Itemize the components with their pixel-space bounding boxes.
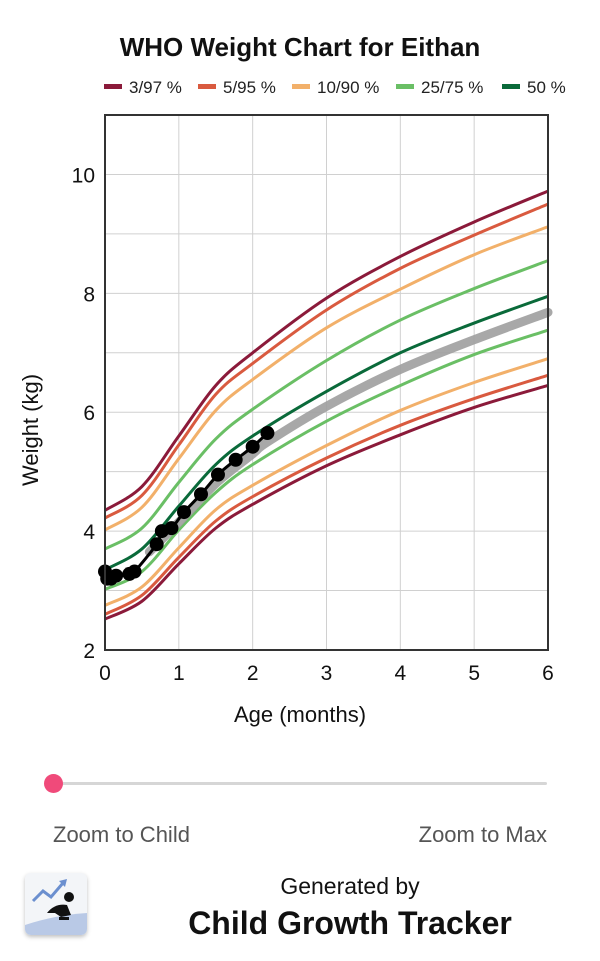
child-weight-point (245, 439, 260, 454)
legend-label-10-90: 10/90 % (317, 78, 379, 97)
x-tick-label: 4 (394, 662, 406, 685)
plot-frame (104, 114, 549, 651)
x-tick-label: 5 (468, 662, 480, 685)
y-tick-label: 8 (83, 283, 95, 306)
legend-label-25-75: 25/75 % (421, 78, 483, 97)
legend-label-3-97: 3/97 % (129, 78, 182, 97)
child-weight-point (193, 487, 208, 502)
child-weight-point (177, 505, 192, 520)
y-axis-label: Weight (kg) (18, 374, 43, 486)
legend-swatch-50 (502, 84, 520, 89)
child-weight-point (260, 426, 275, 441)
zoom-to-child-label[interactable]: Zoom to Child (53, 822, 190, 847)
legend-swatch-10-90 (292, 84, 310, 89)
x-axis-label: Age (months) (234, 702, 366, 727)
y-tick-label: 6 (83, 402, 95, 425)
child-weight-point (164, 521, 179, 536)
weight-chart: WHO Weight Chart for Eithan 3/97 % 5/95 %… (18, 32, 566, 727)
child-weight-point (109, 568, 124, 583)
x-tick-label: 1 (173, 662, 185, 685)
percentile-line-10 (104, 357, 549, 607)
x-tick-label: 2 (247, 662, 259, 685)
percentile-line-5 (104, 373, 549, 616)
x-tick-label: 3 (321, 662, 333, 685)
generated-by-text: Generated by (280, 873, 420, 899)
app-name-text: Child Growth Tracker (188, 905, 512, 941)
percentile-line-97 (104, 189, 549, 512)
zoom-slider-thumb[interactable] (44, 774, 63, 793)
chart-legend: 3/97 % 5/95 % 10/90 % 25/75 % 50 % (104, 78, 566, 97)
zoom-to-max-label[interactable]: Zoom to Max (418, 822, 547, 847)
child-weight-point (127, 564, 142, 579)
x-axis-ticks: 0 1 2 3 4 5 6 (99, 662, 554, 685)
legend-swatch-25-75 (396, 84, 414, 89)
percentile-line-90 (104, 225, 549, 532)
child-weight-point (149, 537, 164, 552)
child-weight-point (210, 467, 225, 482)
legend-label-50: 50 % (527, 78, 566, 97)
x-tick-label: 0 (99, 662, 111, 685)
zoom-slider-track[interactable] (53, 782, 547, 785)
legend-swatch-3-97 (104, 84, 122, 89)
y-axis-ticks: 2 4 6 8 10 (72, 164, 96, 663)
chart-title: WHO Weight Chart for Eithan (120, 32, 481, 62)
child-trend-line (144, 307, 553, 557)
y-tick-label: 4 (83, 521, 95, 544)
percentile-line-25 (104, 328, 549, 591)
legend-swatch-5-95 (198, 84, 216, 89)
percentile-lines (104, 189, 553, 621)
y-tick-label: 2 (83, 640, 95, 663)
child-data-points (98, 426, 275, 586)
y-tick-label: 10 (72, 164, 95, 187)
percentile-line-95 (104, 202, 549, 520)
x-tick-label: 6 (542, 662, 554, 685)
child-weight-point (228, 452, 243, 467)
legend-label-5-95: 5/95 % (223, 78, 276, 97)
app-logo-icon (25, 873, 87, 935)
percentile-line-3 (104, 384, 549, 621)
percentile-line-75 (104, 259, 549, 551)
